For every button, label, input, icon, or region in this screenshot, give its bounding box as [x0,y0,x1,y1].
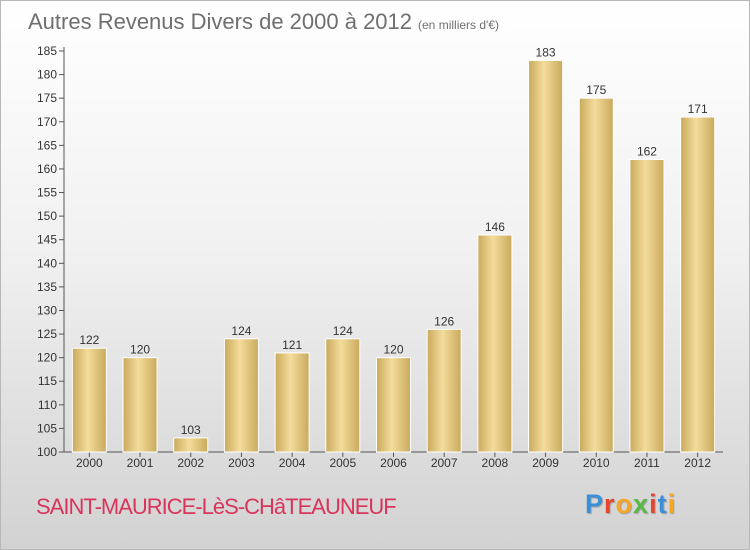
bar[interactable] [629,159,665,453]
bar[interactable] [578,97,614,453]
x-tick-label: 2008 [482,456,509,470]
place-name: SAINT-MAURICE-LèS-CHâTEAUNEUF [36,494,397,519]
y-tick-label: 115 [38,374,57,388]
x-tick-label: 2003 [228,456,255,470]
logo-letter: i [667,489,677,519]
x-tick-label: 2004 [279,456,306,470]
y-tick-label: 110 [38,398,57,412]
bar[interactable] [325,338,361,453]
bar[interactable] [426,328,462,453]
y-tick-label: 175 [37,91,57,105]
x-tick-label: 2006 [380,456,407,470]
bar[interactable] [376,357,411,453]
data-label: 121 [282,338,302,352]
y-tick-label: 140 [37,256,57,270]
data-label: 183 [536,45,556,59]
x-tick-label: 2002 [177,456,204,470]
data-label: 120 [383,343,403,357]
bar[interactable] [173,437,209,453]
data-label: 103 [181,423,201,437]
data-label: 171 [688,102,708,116]
data-label: 124 [333,324,353,338]
logo-letter: r [604,489,616,519]
bar[interactable] [680,116,716,453]
data-label: 126 [434,314,454,328]
logo-letter: P [585,489,605,519]
chart-title-text: Autres Revenus Divers de 2000 à 2012 [28,9,413,34]
data-label: 120 [130,343,150,357]
y-tick-label: 185 [37,44,57,58]
x-tick-label: 2012 [684,456,711,470]
x-tick-label: 2011 [634,456,660,470]
y-tick-label: 165 [37,138,57,152]
bar[interactable] [274,352,310,453]
y-tick-label: 125 [37,327,57,341]
y-tick-label: 160 [37,162,57,176]
bar[interactable] [223,338,259,453]
y-tick-label: 105 [37,421,57,435]
data-label: 162 [637,145,657,159]
bar[interactable] [122,357,158,453]
y-tick-label: 120 [37,351,57,365]
logo-letter: x [633,489,650,519]
x-tick-label: 2007 [431,456,458,470]
y-tick-label: 135 [37,280,57,294]
logo-letter: o [615,489,634,519]
y-tick-label: 180 [37,68,57,82]
chart-title: Autres Revenus Divers de 2000 à 2012 (en … [28,9,499,35]
chart-subtitle: (en milliers d'€) [418,18,499,32]
y-tick-label: 145 [37,233,57,247]
bar[interactable] [71,347,107,453]
data-label: 124 [231,324,251,338]
x-tick-label: 2001 [127,456,154,470]
data-label: 146 [485,220,505,234]
x-tick-label: 2009 [532,456,559,470]
y-tick-label: 155 [37,186,57,200]
y-tick-label: 150 [37,209,57,223]
bar[interactable] [528,59,564,453]
proxiti-logo[interactable]: Proxiti [585,489,676,520]
bar[interactable] [477,234,513,453]
x-tick-label: 2005 [329,456,356,470]
y-tick-label: 170 [37,115,57,129]
y-tick-label: 130 [37,303,57,317]
x-tick-label: 2010 [583,456,610,470]
y-tick-label: 100 [37,445,57,459]
logo-letter: i [649,489,658,519]
logo-letter: t [657,489,668,519]
data-label: 175 [586,83,606,97]
x-tick-label: 2000 [76,456,103,470]
data-label: 122 [79,333,99,347]
